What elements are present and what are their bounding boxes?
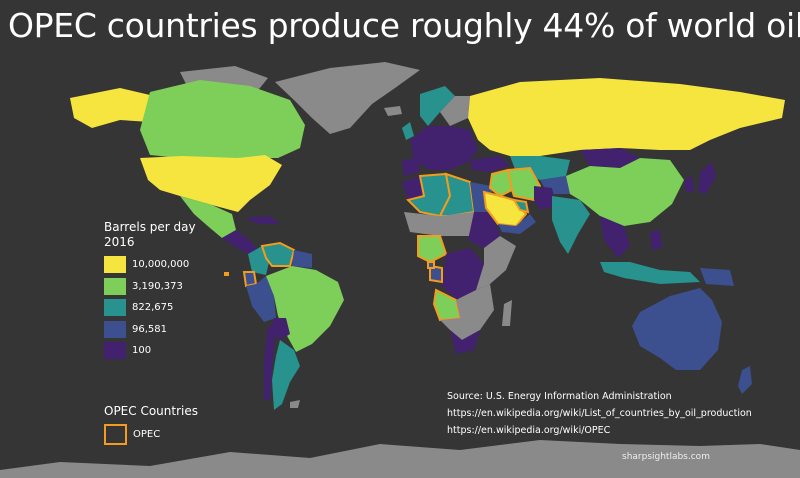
legend-item: 3,190,373 (104, 276, 196, 298)
eq-guinea (427, 261, 435, 269)
alaska (70, 88, 150, 128)
southern-africa (440, 284, 494, 340)
legend-title-line2: 2016 (104, 235, 135, 249)
india (552, 196, 590, 254)
gabon (429, 264, 443, 284)
source-note: Source: U.S. Energy Information Administ… (447, 388, 752, 439)
pakistan (534, 186, 556, 210)
iraq (488, 168, 514, 198)
falklands (290, 400, 300, 408)
greenland (275, 62, 420, 134)
opec-legend-title: OPEC Countries (104, 404, 198, 418)
color-legend: Barrels per day 2016 10,000,000 3,190,37… (104, 220, 196, 362)
gulf-states (512, 198, 530, 214)
australia (632, 288, 722, 370)
page-title: OPEC countries produce roughly 44% of wo… (8, 6, 800, 45)
guianas (292, 250, 312, 268)
source-line: Source: U.S. Energy Information Administ… (447, 391, 672, 402)
iberia (402, 158, 420, 176)
legend-label: 100 (132, 345, 152, 357)
new-zealand (738, 366, 752, 394)
legend-swatch (104, 320, 126, 338)
source-link: https://en.wikipedia.org/wiki/List_of_co… (447, 408, 752, 419)
ecuador (242, 271, 258, 288)
brazil (266, 266, 344, 352)
sweden-finland (440, 96, 470, 126)
madagascar (502, 300, 512, 326)
legend-label: 10,000,000 (132, 259, 190, 271)
argentina (272, 340, 300, 410)
venezuela (260, 241, 296, 267)
legend-item: 96,581 (104, 319, 196, 341)
peru (246, 276, 276, 322)
china (566, 158, 684, 226)
sudan (468, 212, 500, 248)
southeast-asia (600, 216, 630, 258)
legend-label: 822,675 (132, 302, 174, 314)
legend-title: Barrels per day 2016 (104, 220, 196, 250)
norway (420, 86, 455, 126)
source-link: https://en.wikipedia.org/wiki/OPEC (447, 425, 611, 436)
south-africa (450, 330, 480, 354)
east-africa (476, 236, 516, 290)
uk (402, 122, 414, 140)
caribbean (245, 216, 280, 224)
legend-label: 96,581 (132, 323, 167, 335)
saudi-arabia (482, 190, 528, 228)
indonesia (600, 262, 700, 284)
morocco (402, 176, 424, 200)
mexico (180, 196, 236, 238)
central-africa (442, 248, 484, 300)
legend-item: 100 (104, 340, 196, 362)
iceland (384, 106, 402, 116)
philippines (650, 230, 662, 250)
legend-label: 3,190,373 (132, 280, 183, 292)
korea (684, 176, 694, 192)
turkey (470, 156, 510, 172)
russia (468, 78, 785, 156)
mongolia (580, 148, 640, 168)
legend-item: 10,000,000 (104, 254, 196, 276)
opec-legend-label: OPEC (133, 429, 161, 440)
chile (264, 326, 276, 400)
papua (700, 268, 734, 286)
opec-swatch (104, 424, 127, 445)
legend-item: 822,675 (104, 297, 196, 319)
opec-legend: OPEC Countries OPEC (104, 404, 198, 445)
japan (698, 162, 716, 194)
opec-legend-item: OPEC (104, 424, 198, 445)
central-america (222, 230, 258, 254)
yemen-oman (498, 214, 536, 234)
nigeria (417, 235, 448, 264)
legend-swatch (104, 256, 126, 274)
legend-swatch (104, 277, 126, 295)
galapagos (224, 272, 229, 276)
europe (410, 126, 478, 170)
legend-title-line1: Barrels per day (104, 220, 196, 234)
legend-swatch (104, 299, 126, 317)
antarctica (0, 440, 800, 478)
legend-swatch (104, 342, 126, 360)
credit-text: sharpsightlabs.com (622, 452, 710, 462)
canada (140, 80, 305, 158)
usa (140, 155, 282, 212)
